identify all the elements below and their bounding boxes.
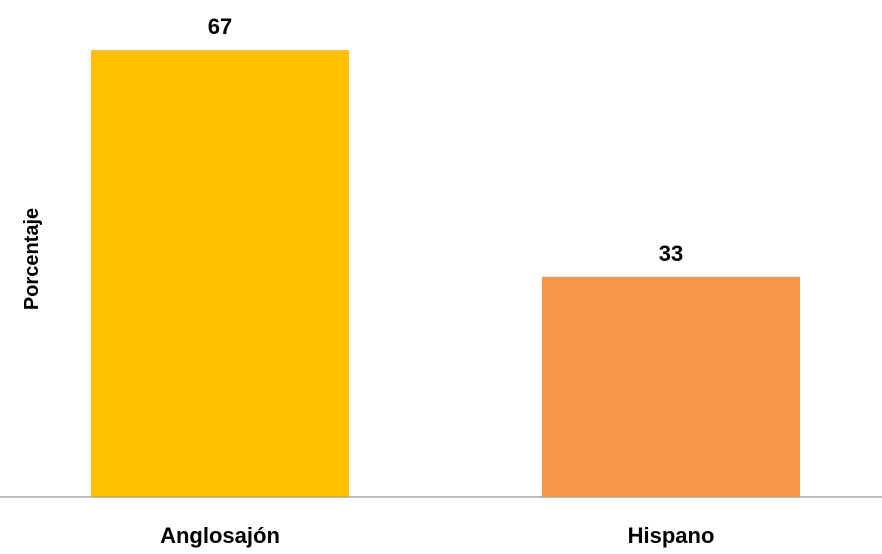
x-tick-label-2: Hispano: [628, 523, 715, 548]
bar-1: [91, 50, 349, 497]
bar-2: [542, 276, 800, 497]
labels-layer: 67 Anglosajón 33 Hispano: [160, 14, 714, 548]
data-label-1: 67: [208, 14, 232, 39]
data-label-2: 33: [659, 241, 683, 266]
bars-layer: [91, 50, 800, 497]
x-tick-label-1: Anglosajón: [160, 523, 280, 548]
y-axis-title: Porcentaje: [21, 208, 43, 310]
